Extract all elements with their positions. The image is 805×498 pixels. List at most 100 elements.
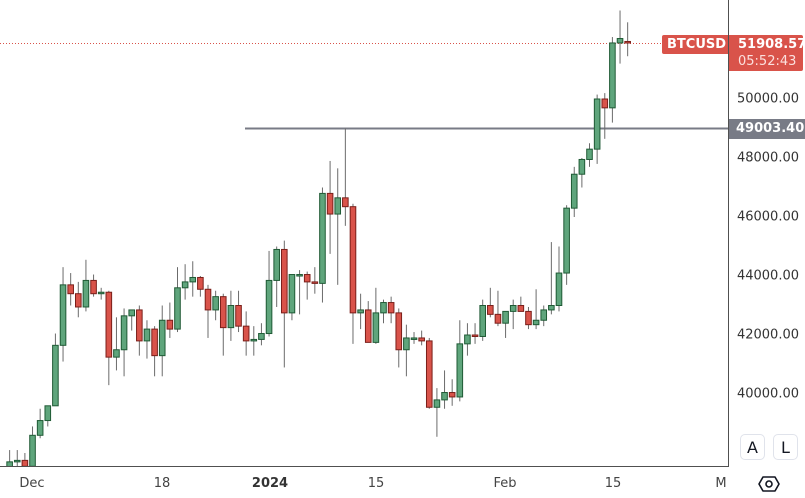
candle-up <box>578 158 586 175</box>
candle-up <box>113 349 120 358</box>
candle-down <box>303 274 311 283</box>
hexagon-gear-icon <box>758 476 780 492</box>
candle-up <box>82 279 90 308</box>
candle-down <box>242 325 250 342</box>
candle-down <box>136 309 143 342</box>
candle-up <box>13 459 21 463</box>
candle-down <box>342 197 349 208</box>
candle-down <box>326 192 334 215</box>
candle-up <box>609 42 616 109</box>
candle-down <box>418 337 425 342</box>
time-tick-label: Dec <box>19 476 45 491</box>
candle-down <box>219 296 227 329</box>
price-tick-label: 42000.00 <box>736 327 799 343</box>
candle-up <box>59 284 67 346</box>
candle-up <box>174 287 181 330</box>
candle-up <box>158 319 166 357</box>
candle-up <box>532 319 540 326</box>
candle-up <box>6 461 13 467</box>
candle-down <box>349 206 357 314</box>
candle-up <box>181 281 189 289</box>
candle-up <box>44 405 52 422</box>
candle-up <box>250 338 258 342</box>
bar-countdown: 05:52:43 <box>738 54 797 69</box>
candle-up <box>120 315 128 351</box>
chart-settings-button[interactable] <box>757 474 781 494</box>
chart-pane[interactable] <box>0 0 728 467</box>
candle-up <box>36 420 44 436</box>
log-scale-button[interactable]: L <box>773 434 798 460</box>
candle-down <box>75 293 82 308</box>
candle-up <box>502 310 509 324</box>
candle-down <box>151 328 158 357</box>
candle-up <box>227 305 235 329</box>
candle-down <box>235 305 242 327</box>
candle-down <box>311 281 319 284</box>
candle-up <box>479 305 486 337</box>
candle-down <box>281 248 288 314</box>
candle-down <box>67 284 74 295</box>
candle-down <box>471 334 479 337</box>
price-tick-label: 40000.00 <box>736 386 799 402</box>
candle-up <box>296 274 303 277</box>
candle-up <box>52 344 59 407</box>
candle-down <box>448 392 456 398</box>
candle-up <box>380 302 387 314</box>
candle-up <box>258 333 265 340</box>
candle-up <box>433 399 441 408</box>
candle-down <box>197 276 204 290</box>
candle-up <box>189 276 197 283</box>
candle-down <box>601 98 609 109</box>
symbol-badge: BTCUSD <box>662 35 732 54</box>
candle-down <box>387 302 395 314</box>
candle-down <box>517 305 525 312</box>
candle-down <box>425 340 433 408</box>
candle-up <box>570 173 578 209</box>
candle-up <box>128 309 136 317</box>
time-tick-label: 18 <box>153 476 171 491</box>
candle-up <box>319 192 326 284</box>
candle-up <box>509 305 517 312</box>
candle-down <box>494 313 502 324</box>
candle-down <box>624 40 631 44</box>
time-tick-label: 15 <box>367 476 385 491</box>
time-tick-label: M <box>715 476 727 491</box>
candle-up <box>410 337 418 340</box>
horizontal-level-badge: 49003.40 <box>729 119 805 139</box>
price-axis[interactable]: 50000.00 48000.00 46000.00 44000.00 42000.00… <box>728 0 805 467</box>
candle-up <box>464 334 471 345</box>
price-tick-label: 44000.00 <box>736 268 799 284</box>
last-price: 51908.57 <box>738 37 805 52</box>
candle-down <box>487 305 494 315</box>
candle-up <box>563 207 570 274</box>
candle-up <box>540 309 548 321</box>
candle-up <box>97 291 105 295</box>
candle-down <box>90 279 97 295</box>
candle-up <box>555 272 563 306</box>
candle-up <box>586 148 593 160</box>
candle-up <box>403 337 410 351</box>
auto-scale-button[interactable]: A <box>740 434 765 460</box>
candle-down <box>525 310 532 326</box>
candle-up <box>334 197 342 215</box>
candle-up <box>143 328 151 342</box>
candle-up <box>616 38 624 44</box>
time-tick-label: Feb <box>493 476 517 491</box>
candle-up <box>288 274 296 314</box>
candle-down <box>204 288 212 311</box>
candle-up <box>265 279 273 335</box>
candle-up <box>372 312 380 343</box>
candle-up <box>357 309 364 314</box>
price-tick-label: 50000.00 <box>736 91 799 107</box>
candle-down <box>166 319 174 330</box>
candle-up <box>273 248 280 281</box>
price-tick-label: 46000.00 <box>736 209 799 225</box>
candle-up <box>441 392 448 401</box>
time-tick-label: 15 <box>604 476 622 491</box>
candle-down <box>364 309 372 343</box>
candle-up <box>456 343 464 398</box>
candlestick-chart[interactable] <box>0 0 728 467</box>
price-tick-label: 48000.00 <box>736 150 799 166</box>
time-axis[interactable]: Dec 18 2024 15 Feb 15 M <box>0 466 728 497</box>
candle-up <box>212 296 219 311</box>
